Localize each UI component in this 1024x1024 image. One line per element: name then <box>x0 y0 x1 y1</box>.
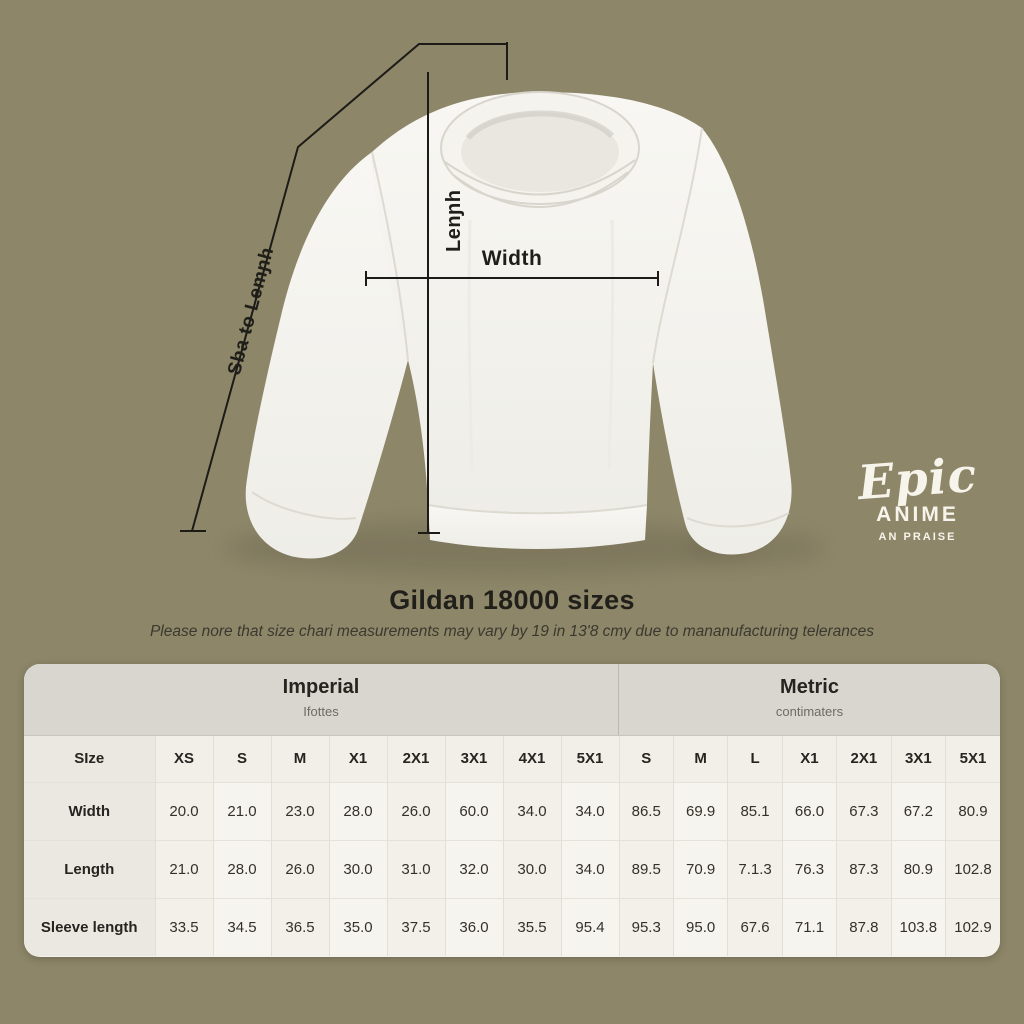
table-cell: 87.3 <box>836 840 892 898</box>
column-header: 2X1 <box>386 736 445 782</box>
group-header-metric: Metric contimaters <box>619 664 1000 735</box>
table-cell: 34.0 <box>502 782 561 840</box>
table-cell: 70.9 <box>672 840 728 898</box>
table-cell: 69.9 <box>672 782 728 840</box>
table-cell: 76.3 <box>781 840 837 898</box>
column-header: 3X1 <box>444 736 503 782</box>
column-header: S <box>212 736 271 782</box>
table-cell: 102.9 <box>945 898 1000 956</box>
table-cell: 34.0 <box>560 840 619 898</box>
sweatshirt-photo <box>180 42 825 574</box>
metric-label: Metric <box>780 676 839 698</box>
table-cell: 21.0 <box>212 782 271 840</box>
column-header: X1 <box>328 736 387 782</box>
table-cell: 37.5 <box>386 898 445 956</box>
table-cell: 28.0 <box>212 840 271 898</box>
shoulder-guide-line <box>191 43 507 532</box>
garment-seams <box>251 127 790 528</box>
table-cell: 7.1.3 <box>727 840 783 898</box>
imperial-sublabel: Ifottes <box>303 704 339 719</box>
table-cell: 26.0 <box>270 840 329 898</box>
table-cell: 30.0 <box>328 840 387 898</box>
table-cell: 36.0 <box>444 898 503 956</box>
table-cell: 60.0 <box>444 782 503 840</box>
table-cell: 35.0 <box>328 898 387 956</box>
column-header: 5X1 <box>945 736 1000 782</box>
size-table: SIze XS S M X1 2X1 3X1 4X1 5X1 S M L X1 2X1 3X1 5X1 Wid… <box>24 736 1000 956</box>
table-cell: 95.4 <box>560 898 619 956</box>
size-column-header: SIze <box>24 736 155 782</box>
unit-group-header: Imperial Ifottes Metric contimaters <box>24 664 1000 736</box>
table-cell: 35.5 <box>502 898 561 956</box>
table-cell: 80.9 <box>890 840 946 898</box>
table-cell: 20.0 <box>154 782 213 840</box>
table-cell: 66.0 <box>781 782 837 840</box>
size-chart-card: Imperial Ifottes Metric contimaters SIze… <box>24 664 1000 957</box>
table-cell: 95.0 <box>672 898 728 956</box>
column-header: L <box>727 736 783 782</box>
table-cell: 95.3 <box>618 898 674 956</box>
column-header-row: SIze XS S M X1 2X1 3X1 4X1 5X1 S M L X1 2X1 3X1 5X1 <box>24 736 1000 782</box>
logo-anime-text: ANIME <box>876 503 959 526</box>
table-cell: 67.2 <box>890 782 946 840</box>
table-cell: 28.0 <box>328 782 387 840</box>
table-cell: 71.1 <box>781 898 837 956</box>
table-cell: 34.5 <box>212 898 271 956</box>
table-cell: 32.0 <box>444 840 503 898</box>
row-label: Sleeve length <box>24 898 155 956</box>
size-chart-disclaimer: Please nore that size chari measurements… <box>149 623 875 640</box>
table-cell: 80.9 <box>945 782 1000 840</box>
table-cell: 36.5 <box>270 898 329 956</box>
table-cell: 87.8 <box>836 898 892 956</box>
size-chart-title: Gildan 18000 sizes <box>389 585 635 615</box>
table-cell: 67.3 <box>836 782 892 840</box>
table-cell: 21.0 <box>154 840 213 898</box>
column-header: M <box>270 736 329 782</box>
table-cell: 23.0 <box>270 782 329 840</box>
table-row: Sleeve length 33.5 34.5 36.5 35.0 37.5 36.0 35.… <box>24 898 1000 956</box>
column-header: 4X1 <box>502 736 561 782</box>
width-label: Width <box>481 247 543 270</box>
metric-sublabel: contimaters <box>775 704 844 719</box>
table-row: Width 20.0 21.0 23.0 28.0 26.0 60.0 34.0 34.0 86.… <box>24 782 1000 840</box>
table-cell: 34.0 <box>560 782 619 840</box>
table-cell: 89.5 <box>618 840 674 898</box>
table-cell: 26.0 <box>386 782 445 840</box>
column-header: M <box>672 736 728 782</box>
column-header: 3X1 <box>890 736 946 782</box>
table-cell: 30.0 <box>502 840 561 898</box>
brand-logo: Epic ANIME AN PRAISE <box>845 448 990 543</box>
group-header-imperial: Imperial Ifottes <box>24 664 619 735</box>
sweatshirt-garment <box>245 92 792 559</box>
column-header: XS <box>154 736 213 782</box>
table-cell: 102.8 <box>945 840 1000 898</box>
table-cell: 67.6 <box>727 898 783 956</box>
table-cell: 33.5 <box>154 898 213 956</box>
table-cell: 31.0 <box>386 840 445 898</box>
imperial-label: Imperial <box>282 676 360 698</box>
table-row: Length 21.0 28.0 26.0 30.0 31.0 32.0 30.0 34.0 89… <box>24 840 1000 898</box>
table-cell: 103.8 <box>890 898 946 956</box>
logo-subtext: AN PRAISE <box>878 531 957 543</box>
table-cell: 85.1 <box>727 782 783 840</box>
row-label: Length <box>24 840 155 898</box>
row-label: Width <box>24 782 155 840</box>
column-header: S <box>618 736 674 782</box>
table-cell: 86.5 <box>618 782 674 840</box>
column-header: 2X1 <box>836 736 892 782</box>
measurement-lines <box>180 42 659 534</box>
garment-collar <box>440 91 640 208</box>
column-header: X1 <box>781 736 837 782</box>
length-label: Lenɲh <box>443 189 465 253</box>
logo-script-text: Epic <box>856 447 979 512</box>
column-header: 5X1 <box>560 736 619 782</box>
